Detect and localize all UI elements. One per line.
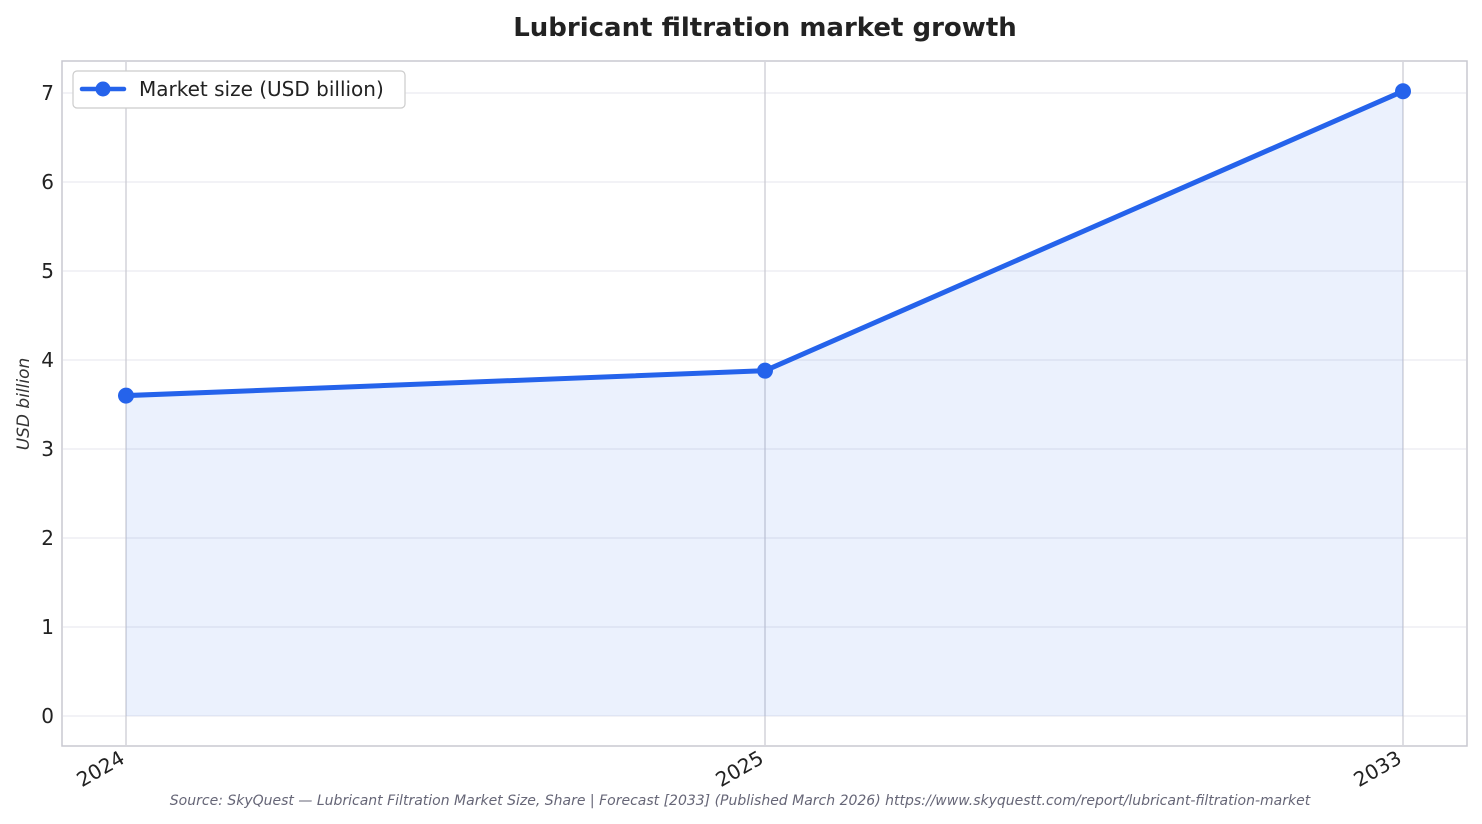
area-fill — [126, 91, 1403, 717]
x-axis-ticks: 2024 2025 2033 — [72, 746, 1405, 792]
y-tick-label: 6 — [41, 170, 54, 194]
y-tick-label: 0 — [41, 704, 54, 728]
legend-label: Market size (USD billion) — [139, 77, 384, 101]
y-tick-label: 1 — [41, 615, 54, 639]
x-tick-label: 2025 — [711, 746, 767, 792]
legend-marker — [95, 81, 111, 97]
y-tick-label: 4 — [41, 348, 54, 372]
data-point — [118, 387, 134, 404]
data-point — [757, 362, 773, 379]
y-tick-label: 5 — [41, 259, 54, 283]
y-axis-ticks: 0 1 2 3 4 5 6 7 — [41, 81, 54, 728]
y-axis-label: USD billion — [14, 358, 34, 451]
data-points — [118, 83, 1411, 404]
chart-title: Lubricant filtration market growth — [513, 13, 1017, 43]
x-tick-label: 2033 — [1349, 746, 1405, 792]
y-tick-label: 7 — [41, 81, 54, 105]
source-note: Source: SkyQuest — Lubricant Filtration … — [170, 793, 1311, 809]
series-area — [126, 91, 1403, 717]
legend: Market size (USD billion) — [72, 70, 406, 109]
data-point — [1395, 83, 1411, 100]
y-tick-label: 2 — [41, 526, 54, 550]
x-tick-label: 2024 — [72, 746, 128, 792]
y-tick-label: 3 — [41, 437, 54, 461]
legend-box — [72, 70, 406, 109]
